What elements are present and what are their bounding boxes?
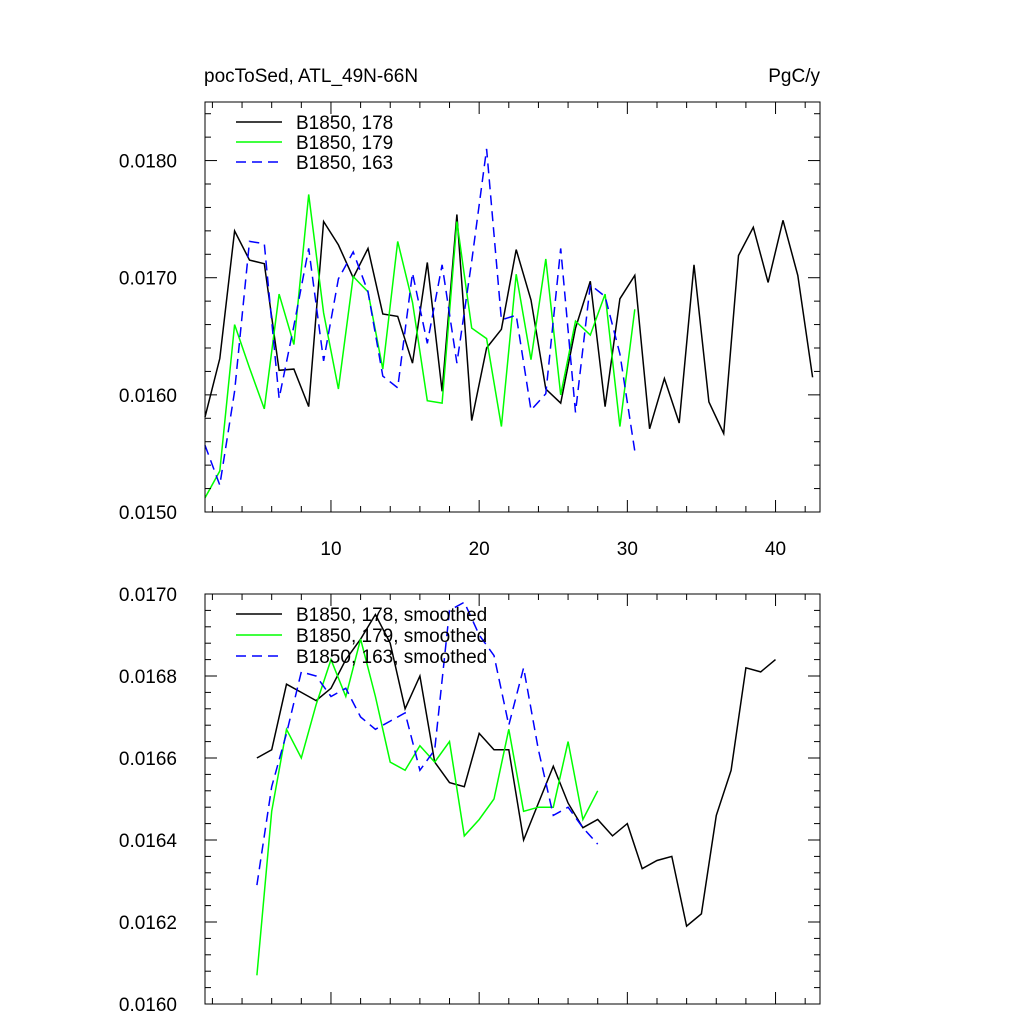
- x-tick-label: 40: [765, 539, 786, 560]
- x-tick-label: 30: [617, 539, 638, 560]
- legend-label-2: B1850, 179, smoothed: [296, 626, 487, 647]
- y-tick-label: 0.0150: [119, 503, 177, 524]
- y-tick-label: 0.0160: [119, 386, 177, 407]
- x-tick-label: 10: [320, 539, 341, 560]
- units-label: PgC/y: [768, 66, 820, 87]
- x-tick-label: 20: [469, 539, 490, 560]
- legend-label-1: B1850, 178: [296, 113, 393, 134]
- bottom-panel: 0.0160 0.0162 0.0164 0.0166 0.0168 0.0170 B185…: [119, 585, 821, 1016]
- panel-title: pocToSed, ATL_49N-66N: [204, 66, 418, 87]
- legend-label-2: B1850, 179: [296, 133, 393, 154]
- legend-label-3: B1850, 163, smoothed: [296, 647, 487, 668]
- plot-frame: [204, 593, 821, 1005]
- series-line-3: [204, 148, 636, 489]
- plot-frame: [204, 101, 821, 513]
- y-tick-label: 0.0168: [119, 667, 177, 688]
- top-panel: 10 20 30 40 0.0150 0.0160 0.0170 0.0180 B1850, 1…: [119, 101, 821, 560]
- y-tick-label: 0.0164: [119, 831, 178, 852]
- series-line-3: [256, 601, 599, 886]
- series-line-2: [256, 638, 599, 976]
- series-line-1: [256, 612, 776, 928]
- series-line-1: [204, 214, 814, 437]
- legend-label-3: B1850, 163: [296, 153, 393, 174]
- y-tick-label: 0.0160: [119, 995, 177, 1016]
- series-line-2: [204, 194, 636, 499]
- y-tick-label: 0.0162: [119, 913, 177, 934]
- y-tick-label: 0.0166: [119, 749, 177, 770]
- y-tick-label: 0.0170: [119, 585, 177, 606]
- y-tick-label: 0.0170: [119, 269, 177, 290]
- legend-label-1: B1850, 178, smoothed: [296, 605, 487, 626]
- y-tick-label: 0.0180: [119, 152, 177, 173]
